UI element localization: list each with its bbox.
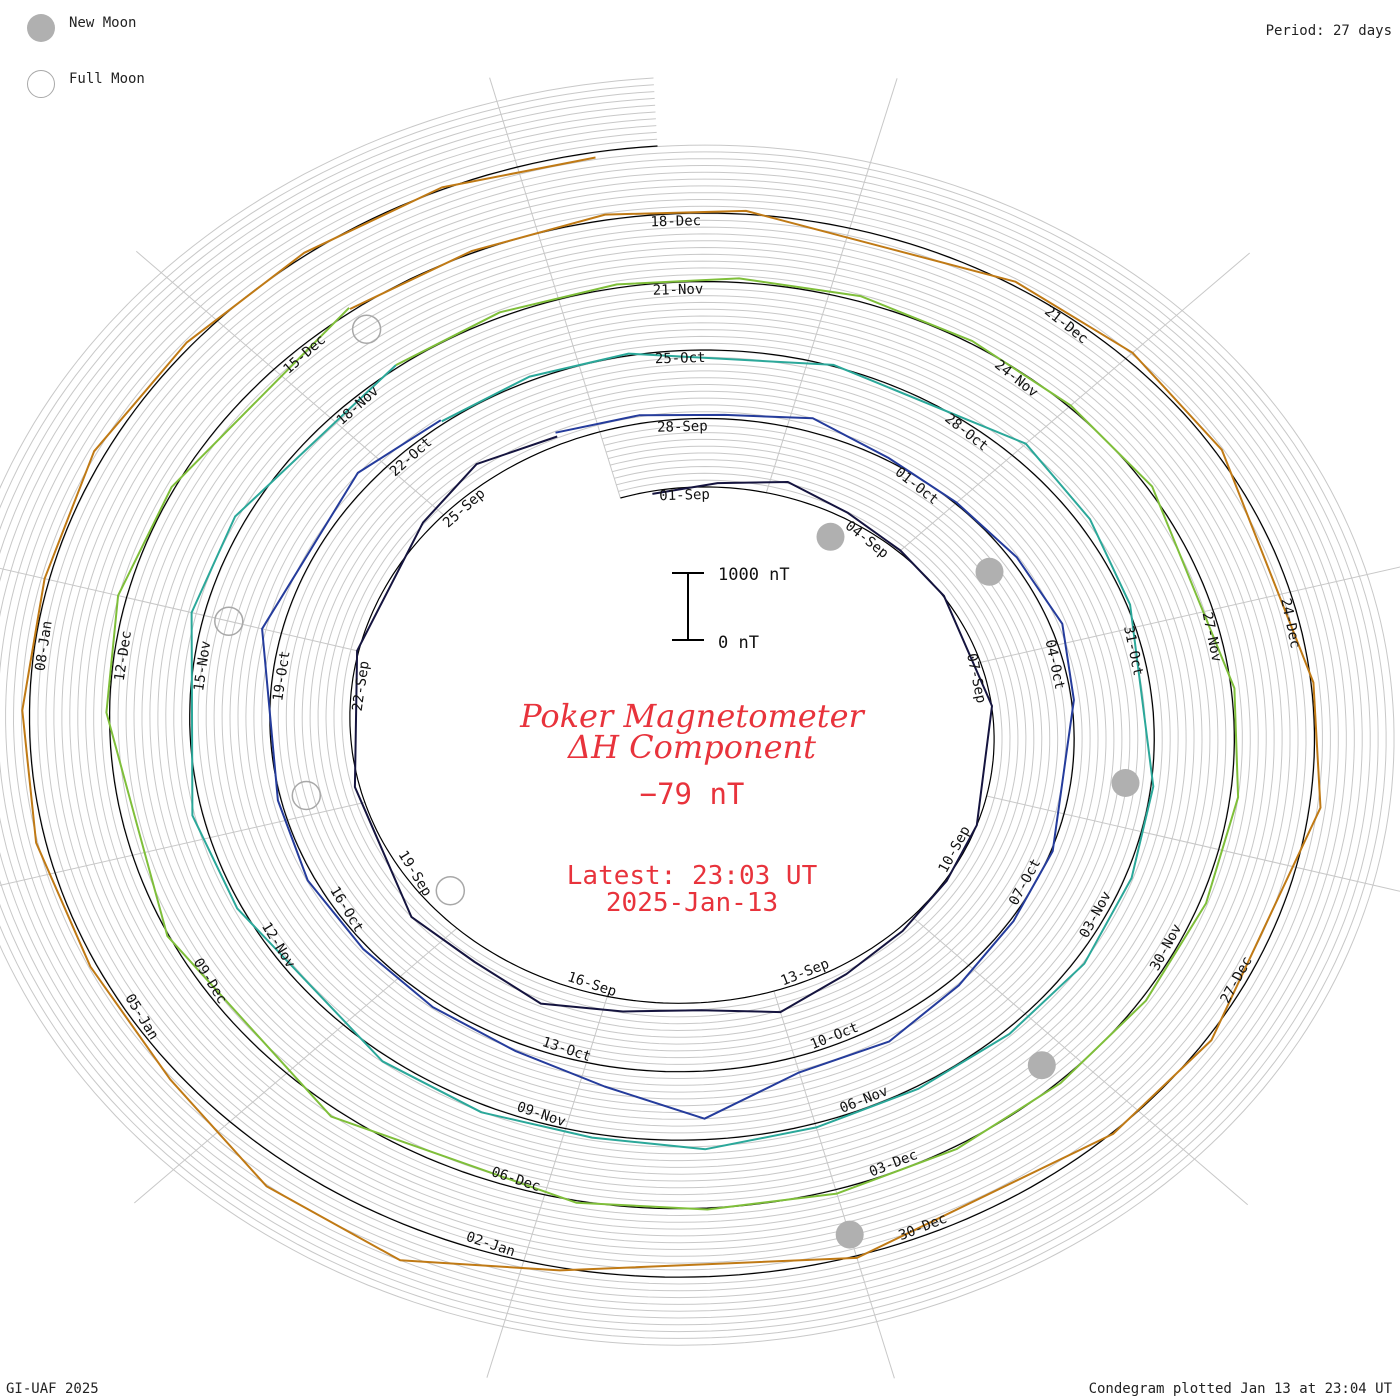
grid-spiral [12, 131, 1331, 1292]
center-title-block: Poker Magnetometer ΔH Component −79 nT L… [519, 697, 865, 918]
new-moon-marker [835, 1220, 864, 1249]
date-label: 10-Oct [808, 1020, 861, 1053]
date-label: 07-Sep [963, 652, 989, 705]
legend-full-moon-label: Full Moon [69, 71, 145, 87]
full-moon-marker [351, 314, 382, 344]
new-moon-marker [1111, 769, 1140, 797]
date-label: 06-Nov [838, 1083, 891, 1116]
period-spoke [486, 996, 608, 1378]
series-line-5 [21, 156, 1322, 1272]
date-label: 03-Dec [867, 1147, 920, 1180]
grid-spiral [5, 125, 1339, 1299]
date-label: 30-Dec [896, 1211, 949, 1244]
period-spoke [489, 77, 621, 499]
grid-spiral [0, 104, 1363, 1319]
date-label: 12-Dec [112, 630, 135, 682]
new-moon-marker [816, 522, 845, 551]
date-label: 03-Nov [1077, 889, 1115, 941]
series-line-4 [105, 277, 1240, 1211]
full-moon-icon [27, 70, 55, 98]
period-spoke [133, 927, 458, 1204]
period-spoke [0, 801, 365, 886]
date-label: 01-Sep [659, 487, 710, 504]
date-label: 24-Dec [1277, 597, 1303, 650]
footer-right: Condegram plotted Jan 13 at 23:04 UT [1088, 1381, 1392, 1397]
period-spokes [0, 77, 1400, 1379]
data-series [21, 156, 1322, 1272]
grid-spiral [0, 84, 1387, 1339]
period-spoke [773, 990, 895, 1379]
date-label: 27-Nov [1199, 611, 1225, 664]
legend-new-moon-label: New Moon [69, 15, 137, 31]
grid-spiral [21, 138, 1323, 1285]
date-label: 25-Oct [655, 350, 706, 367]
grid-spiral [0, 118, 1347, 1305]
period-label: Period: 27 days [1265, 23, 1392, 39]
period-spoke [898, 252, 1251, 553]
chart-subtitle: ΔH Component [566, 728, 816, 766]
spiral-grid [0, 77, 1395, 1346]
date-label: 19-Oct [270, 650, 293, 702]
footer-left: GI-UAF 2025 [6, 1381, 99, 1397]
date-label: 27-Dec [1218, 954, 1256, 1006]
period-spoke [765, 78, 898, 493]
scale-bar-bottom-label: 0 nT [718, 633, 759, 653]
period-spoke [135, 250, 444, 516]
latest-time: Latest: 23:03 UT [567, 861, 818, 891]
scale-bar-top-label: 1000 nT [718, 565, 790, 585]
period-spoke [980, 566, 1400, 663]
full-moon-marker [214, 606, 244, 636]
chart-title: Poker Magnetometer [519, 697, 865, 735]
new-moon-marker [1027, 1051, 1056, 1080]
moon-phase-markers [214, 314, 1140, 1249]
legend-full-moon: Full Moon [27, 70, 145, 98]
legend-new-moon: New Moon [27, 14, 136, 42]
date-label: 04-Oct [1042, 638, 1068, 691]
date-label: 22-Sep [350, 660, 373, 712]
new-moon-marker [975, 557, 1004, 586]
date-label: 31-Oct [1120, 625, 1146, 678]
date-label: 15-Nov [191, 640, 214, 692]
date-label: 28-Sep [657, 418, 708, 435]
period-spoke [0, 567, 359, 652]
new-moon-icon [27, 14, 55, 42]
date-label: 08-Jan [32, 620, 55, 672]
series-line-1 [353, 435, 993, 1014]
series-line-2 [261, 413, 1075, 1120]
series-line-3 [190, 352, 1155, 1151]
period-spoke [911, 916, 1249, 1206]
date-label: 18-Dec [650, 213, 701, 230]
full-moon-marker [435, 875, 466, 906]
latest-date: 2025-Jan-13 [606, 888, 778, 918]
scale-bar: 1000 nT 0 nT [672, 565, 790, 653]
date-label: 13-Sep [779, 956, 832, 989]
full-moon-marker [291, 780, 322, 811]
current-value: −79 nT [640, 777, 745, 811]
grid-spiral [0, 97, 1371, 1326]
grid-spiral [0, 91, 1379, 1333]
grid-spiral [0, 111, 1355, 1312]
date-label: 21-Nov [652, 281, 703, 298]
